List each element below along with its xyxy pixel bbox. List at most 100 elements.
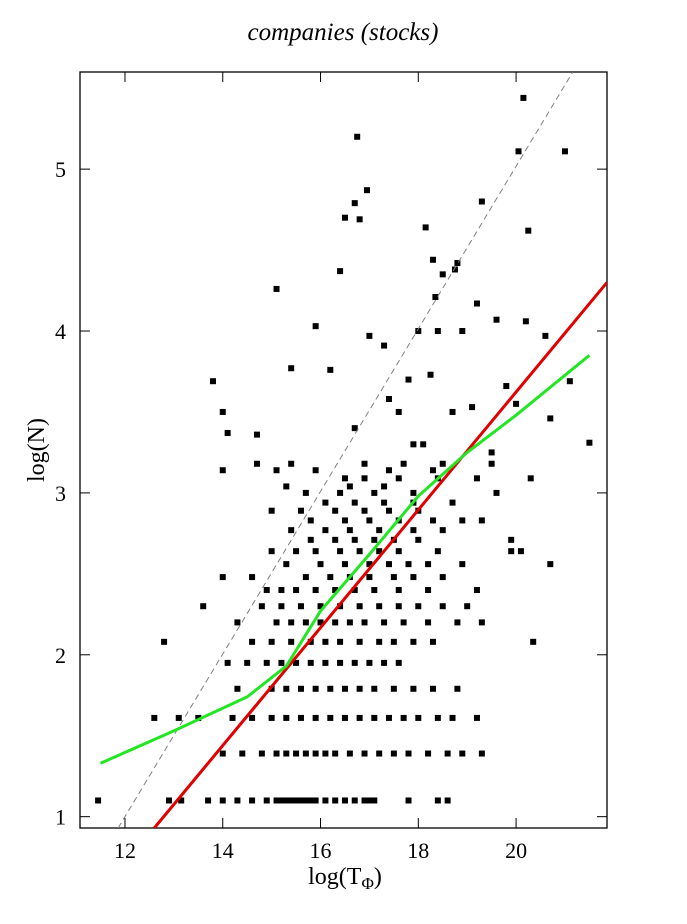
data-point — [337, 638, 344, 645]
data-point — [341, 797, 348, 804]
data-point — [341, 714, 348, 721]
data-point — [322, 750, 329, 757]
data-point — [410, 685, 417, 692]
data-point — [200, 603, 207, 610]
data-point — [234, 619, 241, 626]
data-point — [356, 548, 363, 555]
data-point — [337, 268, 344, 275]
data-point — [341, 685, 348, 692]
data-point — [354, 133, 361, 140]
data-point — [513, 400, 520, 407]
data-point — [425, 587, 432, 594]
data-point — [429, 517, 436, 524]
data-point — [381, 619, 388, 626]
data-point — [346, 527, 353, 534]
data-point — [341, 214, 348, 221]
data-point — [371, 587, 378, 594]
data-point — [473, 475, 480, 482]
data-point — [400, 619, 407, 626]
data-point — [422, 224, 429, 231]
data-point — [278, 587, 285, 594]
data-point — [449, 714, 456, 721]
data-point — [425, 750, 432, 757]
data-point — [273, 750, 280, 757]
data-point — [361, 619, 368, 626]
data-point — [312, 685, 319, 692]
data-point — [302, 574, 309, 581]
data-point — [429, 685, 436, 692]
data-point — [351, 536, 358, 543]
data-point — [317, 619, 324, 626]
x-tick-label: 14 — [212, 838, 234, 863]
data-point — [268, 507, 275, 514]
y-tick-label: 5 — [55, 157, 66, 182]
plot-frame — [79, 71, 608, 829]
data-point — [346, 750, 353, 757]
data-point — [385, 467, 392, 474]
data-point — [547, 561, 554, 568]
data-point — [297, 714, 304, 721]
data-point — [586, 439, 593, 446]
data-point — [249, 574, 256, 581]
data-point — [332, 587, 339, 594]
data-point — [288, 365, 295, 372]
data-point — [178, 797, 185, 804]
data-point — [361, 475, 368, 482]
data-point — [297, 685, 304, 692]
data-point — [415, 536, 422, 543]
data-point — [268, 714, 275, 721]
data-point — [376, 548, 383, 555]
data-point — [420, 441, 427, 448]
data-point — [459, 750, 466, 757]
data-point — [415, 714, 422, 721]
data-point — [288, 619, 295, 626]
data-point — [283, 797, 290, 804]
data-point — [449, 408, 456, 415]
data-point — [249, 797, 256, 804]
data-point — [395, 587, 402, 594]
data-point — [366, 659, 373, 666]
y-tick-label: 2 — [55, 643, 66, 668]
data-point — [351, 587, 358, 594]
data-point — [361, 750, 368, 757]
data-point — [244, 659, 251, 666]
data-point — [322, 638, 329, 645]
data-point — [239, 750, 246, 757]
data-point — [293, 587, 300, 594]
data-point — [439, 574, 446, 581]
data-point — [427, 371, 434, 378]
data-point — [332, 536, 339, 543]
data-point — [410, 574, 417, 581]
data-point — [297, 603, 304, 610]
data-point — [425, 561, 432, 568]
data-point — [434, 714, 441, 721]
data-point — [175, 714, 182, 721]
data-point — [283, 483, 290, 490]
data-point — [366, 797, 373, 804]
data-point — [356, 216, 363, 223]
x-tick-label: 20 — [505, 838, 527, 863]
data-point — [341, 561, 348, 568]
data-point — [283, 714, 290, 721]
data-point — [376, 638, 383, 645]
data-point — [161, 638, 168, 645]
data-point — [263, 797, 270, 804]
data-point — [312, 750, 319, 757]
chart-title: companies (stocks) — [248, 19, 439, 46]
data-point — [530, 638, 537, 645]
data-point — [165, 797, 172, 804]
data-point — [293, 797, 300, 804]
data-point — [478, 198, 485, 205]
data-point — [478, 619, 485, 626]
data-point — [341, 517, 348, 524]
data-point — [356, 714, 363, 721]
data-point — [400, 714, 407, 721]
data-point — [425, 619, 432, 626]
data-point — [508, 548, 515, 555]
data-point — [356, 685, 363, 692]
data-point — [278, 797, 285, 804]
data-point — [327, 714, 334, 721]
data-point — [405, 561, 412, 568]
data-point — [253, 431, 260, 438]
data-point — [503, 383, 510, 390]
